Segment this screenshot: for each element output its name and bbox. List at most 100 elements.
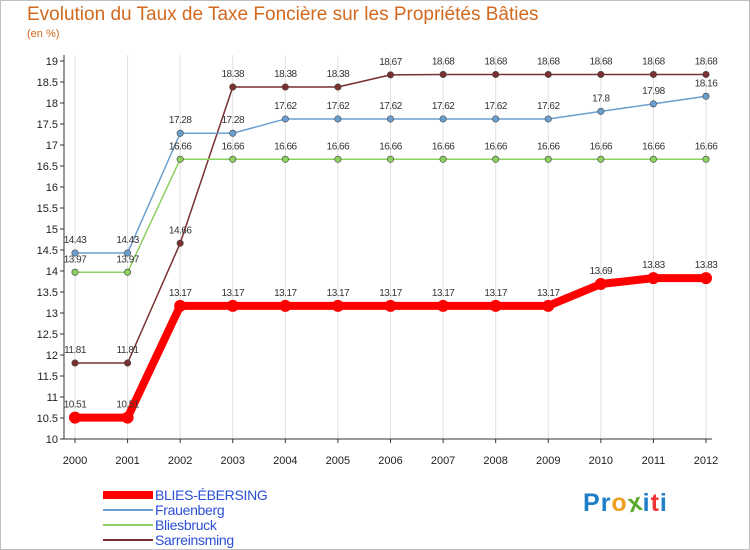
logo-letter: i bbox=[642, 489, 651, 517]
y-tick-label: 10 bbox=[46, 434, 58, 446]
x-tick-label: 2012 bbox=[694, 455, 718, 467]
x-tick-label: 2001 bbox=[115, 455, 139, 467]
y-tick-label: 18 bbox=[46, 98, 58, 110]
logo-letter: P bbox=[583, 489, 601, 517]
x-tick-label: 2000 bbox=[63, 455, 87, 467]
data-point bbox=[331, 299, 344, 312]
data-label: 13.17 bbox=[169, 288, 192, 299]
data-label: 18.68 bbox=[484, 56, 507, 67]
data-point bbox=[439, 70, 447, 78]
data-label: 16.66 bbox=[695, 141, 718, 152]
data-point bbox=[439, 155, 447, 163]
data-point bbox=[69, 411, 81, 424]
data-point bbox=[647, 272, 660, 285]
y-tick-label: 12 bbox=[46, 350, 58, 362]
x-tick-label: 2005 bbox=[326, 455, 350, 467]
data-label: 16.66 bbox=[432, 141, 455, 152]
data-point bbox=[594, 278, 607, 291]
data-label: 18.68 bbox=[642, 56, 665, 67]
data-label: 13.17 bbox=[484, 288, 507, 299]
data-point bbox=[71, 268, 79, 276]
data-label: 18.16 bbox=[695, 78, 718, 89]
y-tick-label: 12.5 bbox=[37, 329, 58, 341]
legend-label: Frauenberg bbox=[155, 502, 225, 518]
y-tick-label: 13 bbox=[46, 308, 58, 320]
data-point bbox=[281, 155, 289, 163]
data-point bbox=[279, 299, 292, 312]
x-tick-label: 2006 bbox=[378, 455, 402, 467]
x-tick-label: 2010 bbox=[589, 455, 613, 467]
data-label: 16.66 bbox=[169, 141, 192, 152]
data-point bbox=[121, 411, 134, 424]
data-label: 17.62 bbox=[274, 101, 297, 112]
y-tick-label: 14 bbox=[46, 266, 58, 278]
x-tick-label: 2009 bbox=[536, 455, 560, 467]
data-label: 17.28 bbox=[169, 115, 192, 126]
legend-swatch bbox=[103, 524, 153, 526]
data-point bbox=[649, 100, 657, 108]
chart-subtitle: (en %) bbox=[27, 28, 60, 40]
legend-label: Bliesbruck bbox=[155, 517, 217, 533]
data-point bbox=[386, 155, 394, 163]
data-point bbox=[492, 70, 500, 78]
data-label: 14.66 bbox=[169, 225, 192, 236]
x-tick-label: 2004 bbox=[273, 455, 297, 467]
data-label: 18.38 bbox=[274, 69, 297, 80]
y-tick-label: 14.5 bbox=[37, 245, 58, 257]
y-tick-label: 13.5 bbox=[37, 287, 58, 299]
data-point bbox=[174, 299, 187, 312]
logo-letter: t bbox=[650, 489, 660, 517]
data-point bbox=[702, 70, 710, 78]
data-point bbox=[334, 83, 342, 91]
data-point bbox=[176, 155, 184, 163]
y-tick-label: 19 bbox=[46, 56, 58, 68]
data-point bbox=[334, 115, 342, 123]
data-label: 13.69 bbox=[590, 266, 613, 277]
y-tick-label: 16 bbox=[46, 182, 58, 194]
logo-letter: i bbox=[659, 489, 668, 517]
y-tick-label: 15.5 bbox=[37, 203, 58, 215]
data-label: 17.62 bbox=[432, 101, 455, 112]
data-point bbox=[334, 155, 342, 163]
data-point bbox=[597, 107, 605, 115]
y-tick-label: 15 bbox=[46, 224, 58, 236]
data-point bbox=[439, 115, 447, 123]
data-label: 18.67 bbox=[379, 57, 402, 68]
x-tick-label: 2003 bbox=[221, 455, 245, 467]
data-label: 13.17 bbox=[221, 288, 244, 299]
data-label: 10.51 bbox=[64, 400, 87, 411]
data-point bbox=[281, 115, 289, 123]
data-label: 18.38 bbox=[327, 69, 350, 80]
data-point bbox=[281, 83, 289, 91]
x-tick-label: 2008 bbox=[483, 455, 507, 467]
data-point bbox=[544, 115, 552, 123]
data-label: 17.62 bbox=[537, 101, 560, 112]
logo-letter: r bbox=[600, 489, 612, 517]
data-label: 18.68 bbox=[432, 56, 455, 67]
data-label: 16.66 bbox=[537, 141, 560, 152]
data-point bbox=[702, 92, 710, 100]
data-point bbox=[386, 115, 394, 123]
plot-area bbox=[64, 55, 706, 439]
y-tick-label: 16.5 bbox=[37, 161, 58, 173]
logo-letter: o bbox=[611, 489, 628, 517]
data-label: 16.66 bbox=[221, 141, 244, 152]
data-label: 18.68 bbox=[590, 56, 613, 67]
data-label: 13.97 bbox=[116, 254, 139, 265]
data-label: 16.66 bbox=[590, 141, 613, 152]
data-point bbox=[544, 70, 552, 78]
y-tick-label: 18.5 bbox=[37, 77, 58, 89]
x-tick-label: 2011 bbox=[642, 455, 666, 467]
data-label: 16.66 bbox=[484, 141, 507, 152]
data-label: 14.43 bbox=[64, 235, 87, 246]
data-point bbox=[544, 155, 552, 163]
legend-swatch bbox=[103, 539, 153, 541]
chart-title: Evolution du Taux de Taxe Foncière sur l… bbox=[27, 4, 539, 25]
data-point bbox=[597, 70, 605, 78]
legend-label: Sarreinsming bbox=[155, 532, 234, 548]
data-label: 16.66 bbox=[642, 141, 665, 152]
y-tick-label: 11.5 bbox=[37, 371, 58, 383]
x-tick-label: 2007 bbox=[431, 455, 455, 467]
data-label: 18.68 bbox=[537, 56, 560, 67]
